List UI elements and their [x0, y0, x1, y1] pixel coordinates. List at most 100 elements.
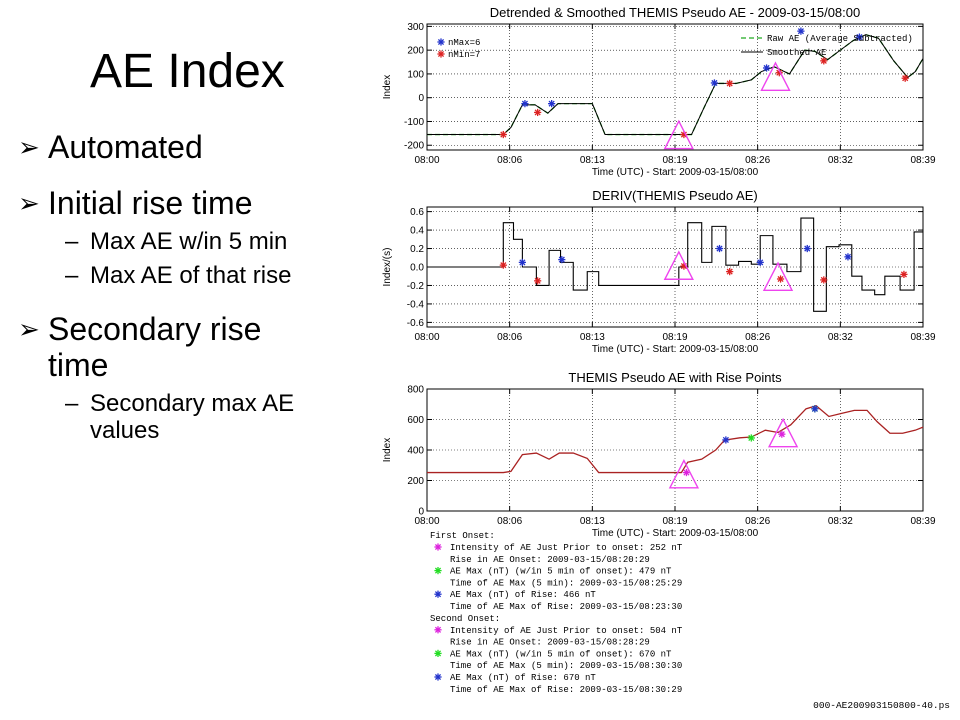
y-tick-label: -200 — [404, 141, 424, 152]
dash-bullet: – — [65, 228, 79, 255]
first-onset-line: Time of AE Max (5 min): 2009-03-15/08:25… — [450, 578, 682, 588]
y-tick-label: 0.2 — [410, 244, 424, 255]
min-marker — [820, 57, 828, 65]
rise-marker — [682, 468, 691, 477]
onset-triangle — [668, 459, 700, 489]
info-marker — [434, 626, 442, 634]
legend-nmin: nMin=7 — [448, 50, 480, 60]
x-tick-label: 08:06 — [497, 155, 522, 166]
arrow-bullet-icon: ➢ — [18, 314, 40, 344]
y-axis-label: Index/(s) — [382, 248, 393, 287]
second-onset-header: Second Onset: — [430, 614, 500, 624]
x-tick-label: 08:13 — [580, 332, 605, 343]
x-tick-label: 08:32 — [828, 155, 853, 166]
bullet-text: Automated — [48, 129, 203, 165]
max-marker — [797, 27, 805, 35]
y-tick-label: -100 — [404, 117, 424, 128]
bullet-automated: ➢ Automated — [18, 129, 378, 165]
y-tick-label: -0.2 — [407, 281, 425, 292]
x-tick-label: 08:06 — [497, 516, 522, 527]
y-tick-label: 400 — [407, 446, 424, 457]
second-onset-line: Time of AE Max of Rise: 2009-03-15/08:30… — [450, 685, 682, 695]
y-tick-label: 300 — [407, 22, 424, 33]
arrow-bullet-icon: ➢ — [18, 132, 40, 162]
legend-raw-label: Raw AE (Average Subtracted) — [767, 34, 913, 44]
info-marker — [434, 649, 442, 657]
second-onset-line: Time of AE Max (5 min): 2009-03-15/08:30… — [450, 661, 682, 671]
x-tick-label: 08:06 — [497, 332, 522, 343]
panel-title: Detrended & Smoothed THEMIS Pseudo AE - … — [490, 5, 861, 20]
x-tick-label: 08:26 — [745, 155, 770, 166]
x-tick-label: 08:39 — [910, 155, 935, 166]
info-marker — [434, 543, 442, 551]
min-marker — [776, 275, 785, 283]
x-tick-label: 08:00 — [414, 332, 439, 343]
x-tick-label: 08:39 — [910, 332, 935, 343]
subbullet-max-rise: – Max AE of that rise — [18, 262, 378, 289]
arrow-bullet-icon: ➢ — [18, 188, 40, 218]
max-marker — [762, 64, 771, 72]
second-onset-line: Intensity of AE Just Prior to onset: 504… — [450, 626, 683, 636]
second-onset-line: AE Max (nT) of Rise: 670 nT — [450, 673, 596, 683]
max-marker — [558, 256, 566, 264]
y-axis-label: Index — [382, 75, 393, 99]
y-tick-label: 0 — [418, 93, 424, 104]
onset-triangle — [762, 261, 794, 292]
max-marker — [756, 258, 764, 266]
info-marker — [434, 590, 442, 598]
max-marker — [548, 100, 556, 108]
max-marker — [518, 258, 526, 266]
x-tick-label: 08:19 — [662, 332, 687, 343]
min-marker — [534, 277, 542, 285]
max5-marker — [747, 434, 755, 442]
y-tick-label: 0.0 — [410, 263, 424, 274]
subbullet-text: Secondary max AE — [90, 390, 295, 417]
bullet-secondary-rise: ➢ Secondary rise time — [18, 311, 378, 383]
onset-triangle — [663, 250, 694, 280]
bullet-list: ➢ Automated ➢ Initial rise time – Max AE w/… — [18, 118, 378, 444]
ae-figure: Detrended & Smoothed THEMIS Pseudo AE - … — [382, 5, 950, 711]
legend-nmax: nMax=6 — [448, 38, 480, 48]
x-tick-label: 08:19 — [662, 155, 687, 166]
subbullet-text-cont: values — [90, 417, 160, 444]
panel-title: THEMIS Pseudo AE with Rise Points — [568, 370, 782, 385]
x-tick-label: 08:13 — [580, 516, 605, 527]
subbullet-max-5min: – Max AE w/in 5 min — [18, 228, 378, 255]
min-marker — [820, 276, 828, 284]
y-tick-label: 0.6 — [410, 207, 424, 218]
subbullet-secondary-max: – Secondary max AE values — [18, 390, 378, 444]
x-tick-label: 08:39 — [910, 516, 935, 527]
x-tick-label: 08:32 — [828, 516, 853, 527]
y-tick-label: 600 — [407, 415, 424, 426]
bullet-initial-rise: ➢ Initial rise time — [18, 185, 378, 221]
legend-smoothed-label: Smoothed AE — [767, 48, 826, 58]
second-onset-line: AE Max (nT) (w/in 5 min of onset): 670 n… — [450, 649, 672, 659]
y-tick-label: -0.6 — [407, 318, 425, 329]
x-tick-label: 08:19 — [662, 516, 687, 527]
min-marker — [901, 74, 909, 82]
x-axis-label: Time (UTC) - Start: 2009-03-15/08:00 — [592, 167, 759, 178]
onset-triangle — [767, 417, 799, 448]
smoothed-ae-line — [427, 34, 924, 136]
dash-bullet: – — [65, 262, 79, 289]
y-tick-label: 100 — [407, 69, 424, 80]
bullet-text-cont: time — [48, 347, 109, 383]
first-onset-line: Rise in AE Onset: 2009-03-15/08:20:29 — [450, 555, 650, 565]
min-marker — [726, 79, 734, 88]
panel-title: DERIV(THEMIS Pseudo AE) — [592, 188, 757, 203]
min-marker — [499, 130, 507, 139]
y-tick-label: 200 — [407, 476, 424, 487]
bullet-text: Initial rise time — [48, 185, 253, 221]
second-onset-line: Rise in AE Onset: 2009-03-15/08:28:29 — [450, 638, 650, 648]
first-onset-header: First Onset: — [430, 531, 495, 541]
y-tick-label: 800 — [407, 385, 424, 396]
legend-max-marker — [437, 38, 445, 46]
ae-line — [427, 405, 924, 474]
dash-bullet: – — [65, 390, 79, 417]
y-tick-label: 0.4 — [410, 226, 424, 237]
x-tick-label: 08:13 — [580, 155, 605, 166]
x-tick-label: 08:26 — [745, 516, 770, 527]
max-marker — [803, 244, 811, 253]
x-tick-label: 08:26 — [745, 332, 770, 343]
min-marker — [900, 270, 908, 278]
